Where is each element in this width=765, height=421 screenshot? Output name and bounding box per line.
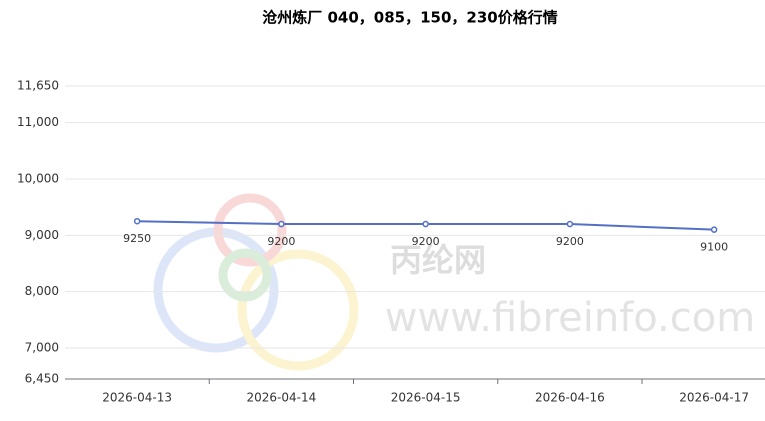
y-tick-label: 8,000 <box>25 284 59 298</box>
watermark-url: www.fibreinfo.com <box>385 295 755 341</box>
data-label: 9200 <box>267 235 295 248</box>
point <box>133 217 141 225</box>
x-tick-label: 2026-04-13 <box>102 391 172 405</box>
x-tick-label: 2026-04-15 <box>391 391 461 405</box>
y-tick-label: 9,000 <box>25 228 59 242</box>
y-tick-label: 11,000 <box>17 115 59 129</box>
chart-title: 沧州炼厂 040，085，150，230价格行情 <box>262 9 557 27</box>
point <box>422 220 429 228</box>
y-tick-label: 10,000 <box>17 171 59 185</box>
y-tick-label: 7,000 <box>25 341 59 355</box>
point <box>278 220 285 228</box>
x-tick-label: 2026-04-16 <box>535 391 605 405</box>
point <box>566 220 574 228</box>
data-label: 9200 <box>556 235 584 248</box>
x-tick-label: 2026-04-14 <box>247 391 317 405</box>
watermark-text: 丙纶网 <box>390 241 486 279</box>
y-tick-label: 6,450 <box>25 372 59 386</box>
data-label: 9100 <box>700 241 728 254</box>
point <box>710 226 718 233</box>
data-label: 9250 <box>123 232 151 245</box>
y-tick-label: 11,650 <box>17 79 59 93</box>
data-label: 9200 <box>412 235 440 248</box>
x-tick-label: 2026-04-17 <box>679 391 749 405</box>
